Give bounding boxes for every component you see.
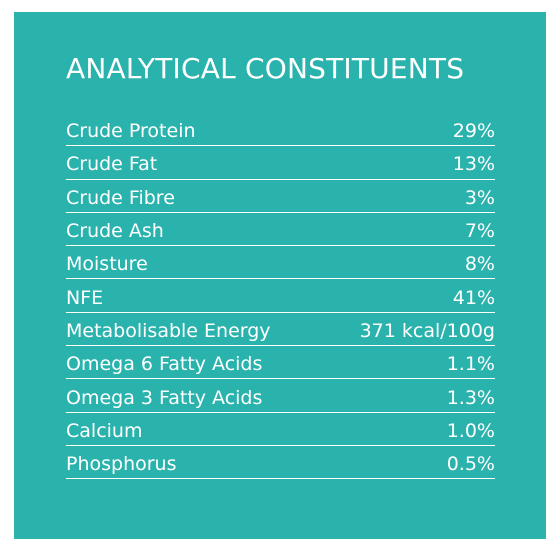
row-label: Crude Ash [66,220,164,243]
row-value: 7% [464,220,495,243]
constituents-panel: ANALYTICAL CONSTITUENTS Crude Protein 29… [14,12,546,539]
table-row: Crude Ash 7% [66,213,495,247]
row-value: 0.5% [446,453,495,476]
row-label: Calcium [66,419,143,442]
row-value: 371 kcal/100g [359,319,495,342]
row-value: 3% [464,186,495,209]
row-value: 41% [452,286,495,309]
table-row: Calcium 1.0% [66,413,495,446]
table-row: Crude Protein 29% [66,113,495,147]
row-value: 29% [452,120,495,143]
row-value: 1.1% [446,353,495,376]
panel-title: ANALYTICAL CONSTITUENTS [66,52,465,85]
row-label: Crude Fat [66,153,158,176]
table-row: NFE 41% [66,279,495,313]
row-value: 1.0% [446,419,495,442]
table-row: Crude Fibre 3% [66,180,495,213]
constituents-table: Crude Protein 29% Crude Fat 13% Crude Fi… [66,113,495,480]
row-value: 1.3% [446,386,495,409]
row-label: Moisture [66,253,148,276]
table-row: Metabolisable Energy 371 kcal/100g [66,313,495,347]
table-row: Moisture 8% [66,246,495,280]
row-label: Crude Protein [66,120,196,143]
row-label: Crude Fibre [66,186,175,209]
row-label: Omega 6 Fatty Acids [66,353,263,376]
row-label: Phosphorus [66,453,177,476]
table-row: Omega 3 Fatty Acids 1.3% [66,379,495,413]
table-row: Omega 6 Fatty Acids 1.1% [66,346,495,380]
row-value: 13% [452,153,495,176]
row-label: Omega 3 Fatty Acids [66,386,263,409]
row-label: Metabolisable Energy [66,319,271,342]
table-row: Crude Fat 13% [66,146,495,180]
table-row: Phosphorus 0.5% [66,446,495,480]
row-label: NFE [66,286,104,309]
row-value: 8% [464,253,495,276]
